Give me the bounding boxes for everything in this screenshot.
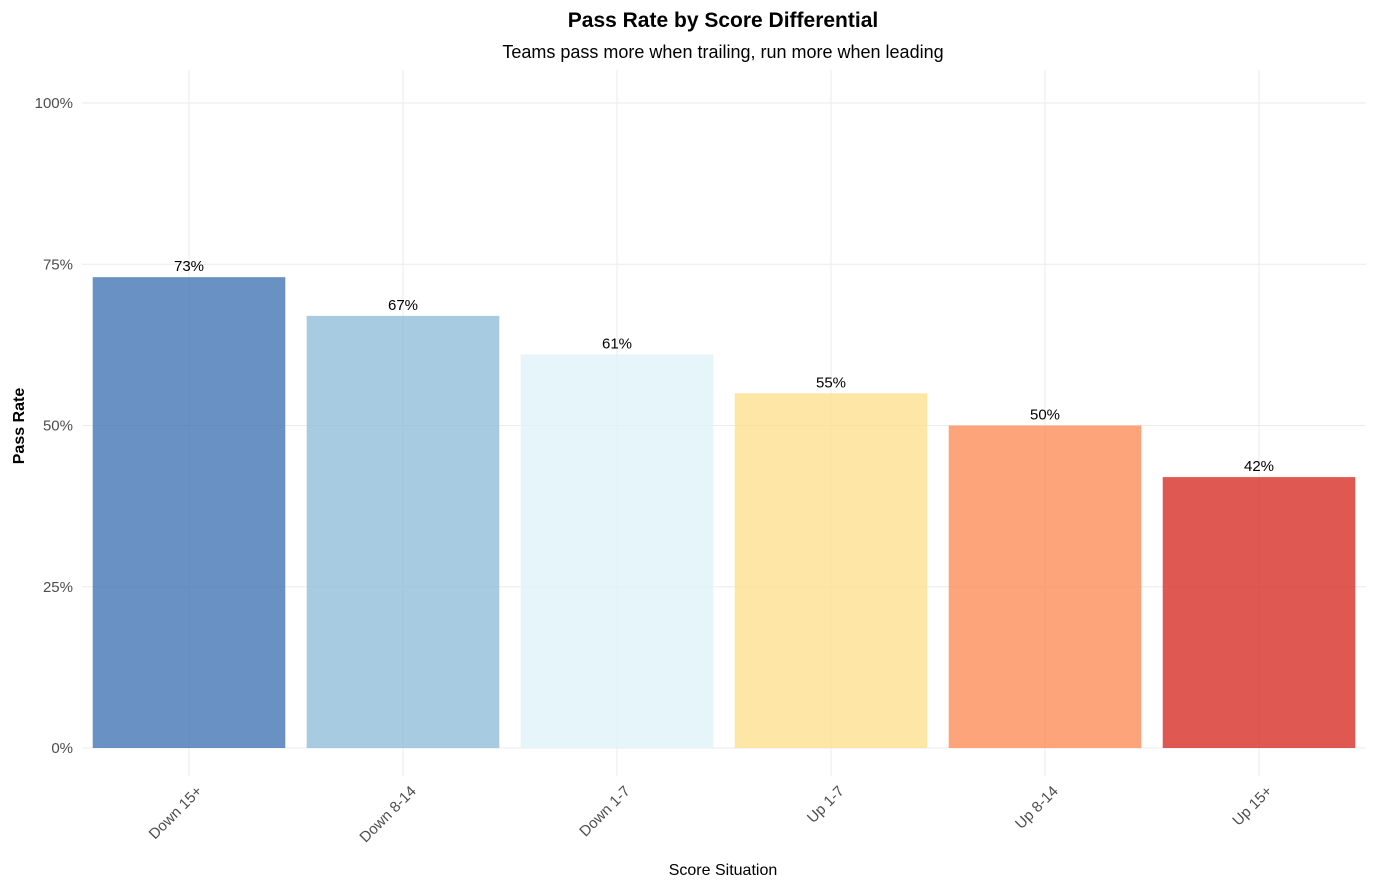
bar-value-label: 67%: [388, 297, 418, 314]
bar-value-label: 73%: [174, 258, 204, 275]
x-tick-label: Up 1-7: [804, 783, 848, 827]
chart-title: Pass Rate by Score Differential: [568, 9, 878, 32]
x-axis-ticks: Down 15+ Down 8-14 Down 1-7 Up 1-7 Up 8-14 Up…: [146, 783, 1276, 846]
bar: [520, 354, 714, 748]
y-tick-label: 0%: [51, 740, 73, 757]
bar-value-label: 50%: [1030, 407, 1060, 424]
y-axis-ticks: 0% 25% 50% 75% 100%: [35, 95, 73, 757]
y-tick-label: 50%: [43, 418, 73, 435]
chart-subtitle: Teams pass more when trailing, run more …: [502, 42, 943, 62]
x-tick-label: Up 15+: [1229, 783, 1276, 830]
bar: [306, 315, 500, 748]
bar: [1162, 477, 1356, 748]
y-tick-label: 25%: [43, 579, 73, 596]
x-tick-label: Down 1-7: [576, 783, 633, 840]
y-tick-label: 75%: [43, 256, 73, 273]
bar: [92, 277, 286, 748]
y-axis-title: Pass Rate: [11, 388, 28, 465]
bar-value-label: 61%: [602, 336, 632, 353]
bar: [734, 393, 928, 748]
x-tick-label: Down 15+: [146, 783, 206, 843]
x-axis-title: Score Situation: [669, 862, 778, 879]
bars: [92, 277, 1356, 748]
bar-value-label: 55%: [816, 374, 846, 391]
x-tick-label: Up 8-14: [1012, 783, 1062, 833]
data-labels: 73% 67% 61% 55% 50% 42%: [174, 258, 1274, 475]
x-tick-label: Down 8-14: [356, 783, 419, 846]
y-tick-label: 100%: [35, 95, 73, 112]
bar-value-label: 42%: [1244, 458, 1274, 475]
bar: [948, 425, 1142, 748]
